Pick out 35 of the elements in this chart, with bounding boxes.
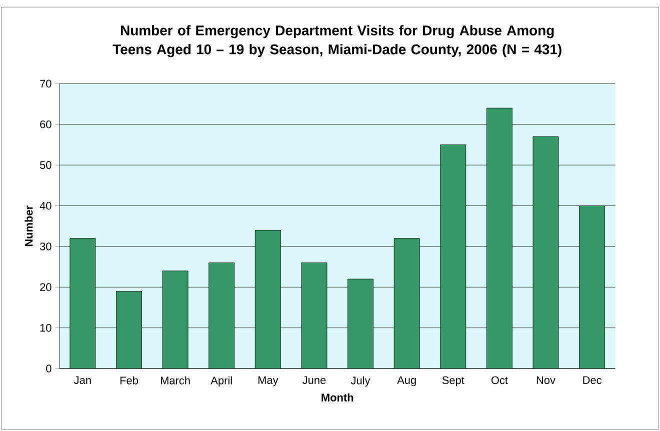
bar [162,270,188,369]
chart-title: Number of Emergency Department Visits for Drug Abuse Among Teens Aged 10 – 19 by Season, Miami-Dade County, 2006 (N = 431) [112,25,562,58]
bar [394,238,420,369]
x-tick-label: Dec [583,376,602,384]
y-tick-label: 40 [40,202,52,210]
x-tick-label: Jan [74,376,91,384]
x-tick-label: April [210,376,232,387]
x-tick-label: Feb [120,376,138,384]
bar [532,136,559,369]
bar [254,230,281,369]
x-tick-label: May [258,376,278,386]
bar [579,206,606,369]
bar [116,291,142,369]
y-tick-label: 0 [46,364,52,372]
bar [348,278,374,369]
y-tick-label: 10 [40,324,52,332]
x-tick-label: Oct [491,376,508,384]
y-tick-label: 20 [40,283,52,292]
y-tick-label: 50 [40,161,52,169]
x-tick-label: Sept [442,376,464,386]
y-tick-label: 30 [40,242,52,250]
bar [70,238,96,369]
x-tick-label: Nov [536,376,556,384]
x-tick-label: March [160,376,190,384]
x-tick-label: June [302,376,326,384]
x-tick-label: Aug [397,376,416,386]
y-tick-label: 60 [40,120,52,128]
bar [486,108,512,369]
bar [440,144,466,369]
x-axis-title: Month [322,393,354,402]
x-tick-label: July [350,376,370,387]
bar [208,262,235,369]
bar [301,262,328,369]
y-tick-label: 70 [40,80,52,88]
y-axis-title: Number [24,206,33,246]
